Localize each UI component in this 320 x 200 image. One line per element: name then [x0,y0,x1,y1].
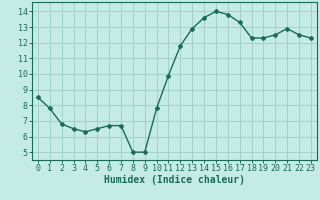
X-axis label: Humidex (Indice chaleur): Humidex (Indice chaleur) [104,175,245,185]
